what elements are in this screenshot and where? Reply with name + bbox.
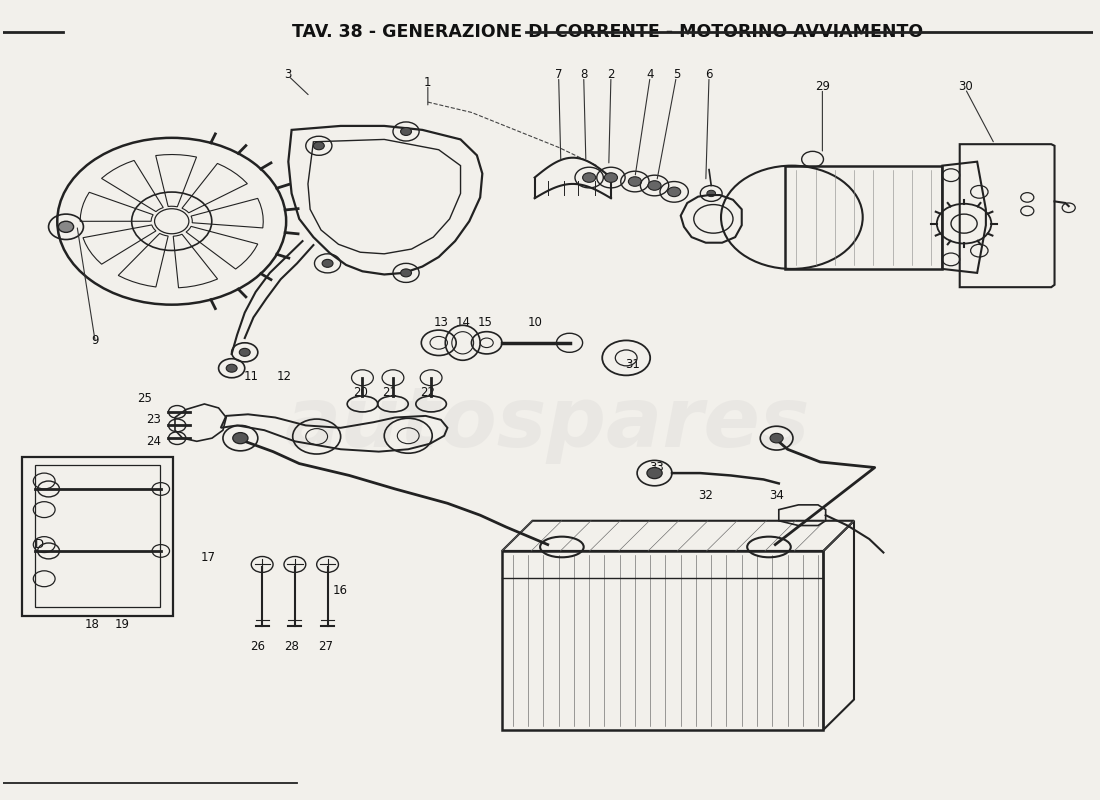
Bar [22, 457, 173, 616]
Text: 15: 15 [478, 316, 493, 329]
Text: 25: 25 [138, 392, 152, 405]
Text: 32: 32 [698, 489, 713, 502]
Text: 18: 18 [85, 618, 100, 630]
Text: 2: 2 [607, 68, 615, 81]
Text: 4: 4 [647, 68, 653, 81]
Text: 6: 6 [705, 68, 713, 81]
Circle shape [628, 177, 641, 186]
Text: 1: 1 [425, 76, 431, 89]
Text: 24: 24 [145, 435, 161, 448]
Text: 23: 23 [145, 414, 161, 426]
Bar [35, 465, 160, 606]
Text: 29: 29 [815, 80, 829, 93]
Text: 19: 19 [116, 618, 130, 630]
Text: 11: 11 [244, 370, 258, 382]
Circle shape [400, 127, 411, 135]
Text: 13: 13 [433, 316, 449, 329]
Circle shape [583, 173, 596, 182]
Text: 27: 27 [318, 640, 333, 653]
Circle shape [322, 259, 333, 267]
Text: 34: 34 [769, 489, 784, 502]
Circle shape [58, 222, 74, 232]
Circle shape [647, 467, 662, 478]
Bar [502, 551, 824, 730]
Text: 5: 5 [673, 68, 680, 81]
Bar [785, 166, 943, 269]
Text: 16: 16 [333, 584, 348, 597]
Text: 21: 21 [382, 386, 397, 398]
Circle shape [648, 181, 661, 190]
Circle shape [240, 348, 250, 356]
Circle shape [227, 364, 238, 372]
Text: 28: 28 [284, 640, 299, 653]
Text: autospares: autospares [285, 383, 811, 464]
Text: 8: 8 [580, 68, 587, 81]
Text: 14: 14 [455, 316, 470, 329]
Text: 7: 7 [554, 68, 562, 81]
Text: 31: 31 [625, 358, 640, 370]
Circle shape [707, 190, 716, 197]
Circle shape [668, 187, 681, 197]
Circle shape [604, 173, 617, 182]
Text: 3: 3 [285, 68, 292, 81]
Text: 17: 17 [200, 550, 216, 564]
Text: TAV. 38 - GENERAZIONE DI CORRENTE - MOTORINO AVVIAMENTO: TAV. 38 - GENERAZIONE DI CORRENTE - MOTO… [292, 23, 923, 41]
Text: 10: 10 [527, 316, 542, 329]
Circle shape [314, 142, 324, 150]
Text: 30: 30 [958, 80, 972, 93]
Circle shape [770, 434, 783, 443]
Text: D: D [35, 538, 44, 551]
Text: 12: 12 [276, 370, 292, 382]
Text: 33: 33 [649, 461, 664, 474]
Text: 26: 26 [251, 640, 265, 653]
Text: 9: 9 [91, 334, 99, 347]
Text: 20: 20 [353, 386, 367, 398]
Text: 22: 22 [420, 386, 436, 398]
Circle shape [233, 433, 248, 444]
Circle shape [400, 269, 411, 277]
